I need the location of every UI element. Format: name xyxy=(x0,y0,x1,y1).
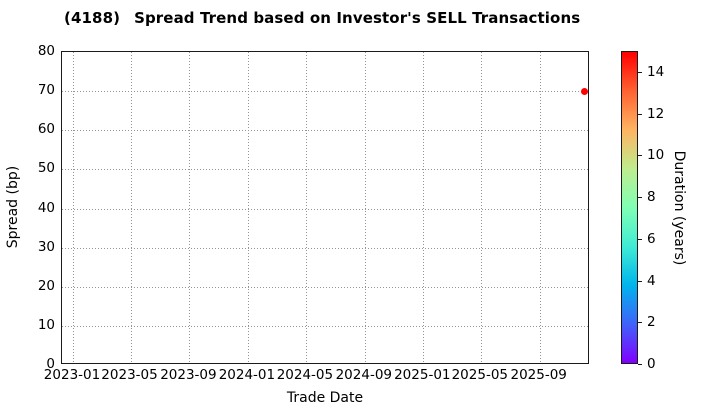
y-tick-label: 10 xyxy=(37,316,55,333)
plot-area xyxy=(61,51,589,364)
y-tick-label: 40 xyxy=(37,199,55,216)
y-tick-label: 0 xyxy=(46,356,55,372)
x-gridline xyxy=(247,52,249,363)
x-tick-label: 2024-05 xyxy=(276,367,334,383)
ticker-code: (4188) xyxy=(64,9,121,27)
y-gridline xyxy=(62,286,588,288)
chart-title: (4188) Spread Trend based on Investor's S… xyxy=(64,9,580,27)
colorbar xyxy=(621,51,638,364)
y-gridline xyxy=(62,91,588,93)
colorbar-label: Duration (years) xyxy=(671,150,687,266)
x-gridline xyxy=(364,52,366,363)
x-tick-label: 2023-09 xyxy=(160,367,217,383)
colorbar-tick-label: 4 xyxy=(647,272,656,289)
colorbar-tick-label: 14 xyxy=(647,63,665,80)
x-gridline xyxy=(423,52,425,363)
y-tick-label: 20 xyxy=(37,277,55,294)
y-gridline xyxy=(62,208,588,210)
y-tick-label: 80 xyxy=(37,43,55,59)
x-gridline xyxy=(539,52,541,363)
y-gridline xyxy=(62,325,588,327)
colorbar-tick-label: 2 xyxy=(647,314,656,331)
x-gridline xyxy=(189,52,191,363)
colorbar-tick xyxy=(638,155,642,157)
colorbar-tick-label: 12 xyxy=(647,105,665,122)
y-tick-label: 30 xyxy=(37,238,55,255)
y-gridline xyxy=(62,130,588,132)
x-tick-label: 2025-09 xyxy=(510,367,567,383)
data-point xyxy=(581,87,589,95)
x-axis-label: Trade Date xyxy=(286,390,364,406)
x-tick-label: 2025-01 xyxy=(394,367,451,383)
colorbar-tick xyxy=(638,280,642,282)
x-tick-label: 2023-01 xyxy=(43,367,101,383)
x-tick-label: 2025-05 xyxy=(451,367,508,383)
y-gridline xyxy=(62,247,588,249)
x-gridline xyxy=(480,52,482,363)
colorbar-tick xyxy=(638,364,642,365)
y-tick-label: 70 xyxy=(37,82,55,99)
colorbar-tick xyxy=(638,113,642,115)
colorbar-tick-label: 10 xyxy=(647,147,665,164)
colorbar-tick xyxy=(638,197,642,199)
x-gridline xyxy=(305,52,307,363)
x-tick-label: 2024-09 xyxy=(335,367,392,383)
colorbar-tick xyxy=(638,71,642,73)
x-tick-label: 2023-05 xyxy=(101,367,158,383)
y-tick-label: 60 xyxy=(37,121,55,138)
x-gridline xyxy=(73,52,74,363)
y-tick-label: 50 xyxy=(37,160,55,177)
colorbar-tick-label: 8 xyxy=(647,189,656,206)
colorbar-tick-label: 6 xyxy=(647,230,656,247)
colorbar-tick xyxy=(638,322,642,324)
x-gridline xyxy=(130,52,132,363)
chart-title-text: Spread Trend based on Investor's SELL Tr… xyxy=(134,9,581,27)
colorbar-tick-label: 0 xyxy=(647,356,656,372)
x-tick-label: 2024-01 xyxy=(218,367,276,383)
colorbar-tick xyxy=(638,238,642,240)
y-gridline xyxy=(62,169,588,171)
